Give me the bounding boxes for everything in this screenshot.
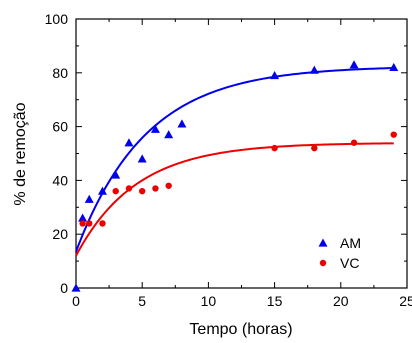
legend-marker-vc [319,259,327,267]
points-layer [71,60,399,292]
data-point-vc [112,187,119,195]
data-point-vc [79,220,86,227]
x-axis-title: Tempo (horas) [189,321,292,338]
legend-label-vc: VC [340,255,359,271]
x-tick-label: 10 [201,293,217,309]
legend: AM VC [318,235,361,271]
curves-layer [75,67,394,257]
data-point-vc [152,185,159,192]
data-point-am [389,62,399,72]
data-point-am [164,130,174,139]
data-point-vc [86,220,93,227]
legend-label-am: AM [340,235,361,251]
x-tick-label: 15 [267,293,283,309]
data-point-am [84,194,94,203]
data-point-am [97,186,107,195]
data-point-am [270,70,280,80]
data-point-vc [311,144,318,152]
data-point-vc [139,187,146,195]
data-point-vc [125,185,133,192]
y-tick-label: 100 [45,11,69,27]
data-point-vc [99,220,106,227]
data-point-vc [390,131,397,138]
data-point-vc [271,144,278,152]
data-point-am [177,119,187,128]
y-tick-label: 60 [52,119,68,135]
legend-marker-am [318,238,328,247]
data-point-vc [165,182,172,189]
data-point-am [137,154,147,163]
ticks-layer: 0 5 10 15 20 25 0 20 40 60 80 100 [45,11,412,309]
x-tick-label: 25 [399,293,412,309]
y-axis-title: % de remoção [12,102,29,205]
x-tick-label: 20 [333,293,349,309]
data-point-am [78,213,88,222]
y-tick-label: 20 [52,226,68,242]
fit-curve-am [75,67,394,253]
data-point-am [124,138,134,147]
y-tick-label: 0 [60,280,68,296]
y-tick-label: 40 [52,172,68,188]
data-point-am [349,60,359,69]
data-point-am [71,283,81,292]
data-point-am [111,170,121,179]
data-point-am [150,124,160,133]
data-point-am [309,65,319,74]
x-tick-label: 0 [72,293,80,309]
data-point-vc [350,139,358,146]
y-tick-label: 80 [52,65,68,81]
x-tick-label: 5 [138,293,146,309]
